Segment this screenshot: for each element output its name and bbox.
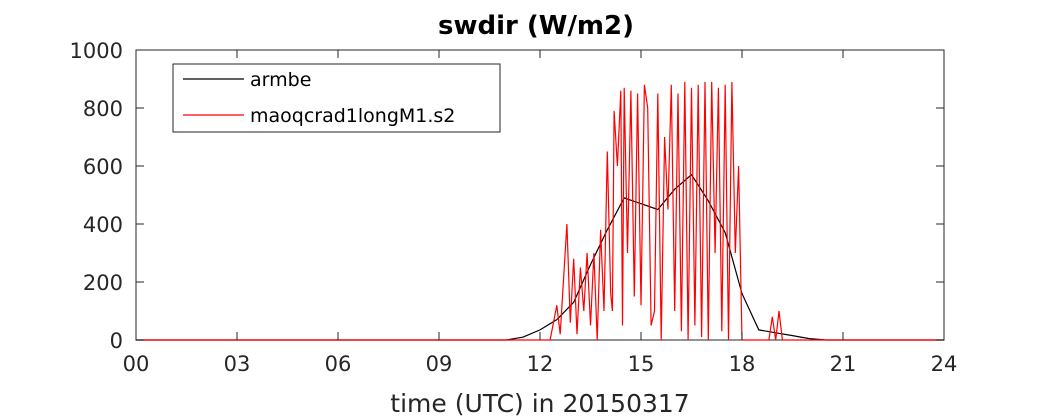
- y-tick-label: 200: [83, 271, 123, 295]
- y-tick-label: 400: [83, 213, 123, 237]
- y-tick-label: 600: [83, 155, 123, 179]
- x-tick-label: 21: [830, 352, 857, 376]
- series-layer: [136, 81, 944, 341]
- y-tick-label: 800: [83, 97, 123, 121]
- x-tick-label: 03: [224, 352, 251, 376]
- series-line-maoqcrad1longm1-s2: [136, 81, 944, 341]
- legend-label-armbe: armbe: [250, 69, 311, 91]
- y-tick-label: 1000: [70, 39, 123, 63]
- legend: armbe maoqcrad1longM1.s2: [172, 63, 501, 133]
- legend-box: [172, 63, 501, 133]
- tick-layer: 00 03 06 09 12 15 18 21 24 0 200 400 600 800 1000: [70, 39, 958, 376]
- x-tick-label: 15: [628, 352, 655, 376]
- x-tick-label: 24: [931, 352, 958, 376]
- x-tick-label: 06: [325, 352, 352, 376]
- x-tick-label: 00: [123, 352, 150, 376]
- x-axis-label: time (UTC) in 20150317: [390, 389, 689, 417]
- series-line-armbe: [136, 173, 944, 341]
- x-tick-label: 09: [426, 352, 453, 376]
- x-tick-label: 12: [527, 352, 554, 376]
- legend-label-maoqcrad1longM1: maoqcrad1longM1.s2: [250, 105, 455, 127]
- x-tick-label: 18: [729, 352, 756, 376]
- chart-title: swdir (W/m2): [438, 11, 634, 41]
- y-tick-label: 0: [110, 329, 123, 353]
